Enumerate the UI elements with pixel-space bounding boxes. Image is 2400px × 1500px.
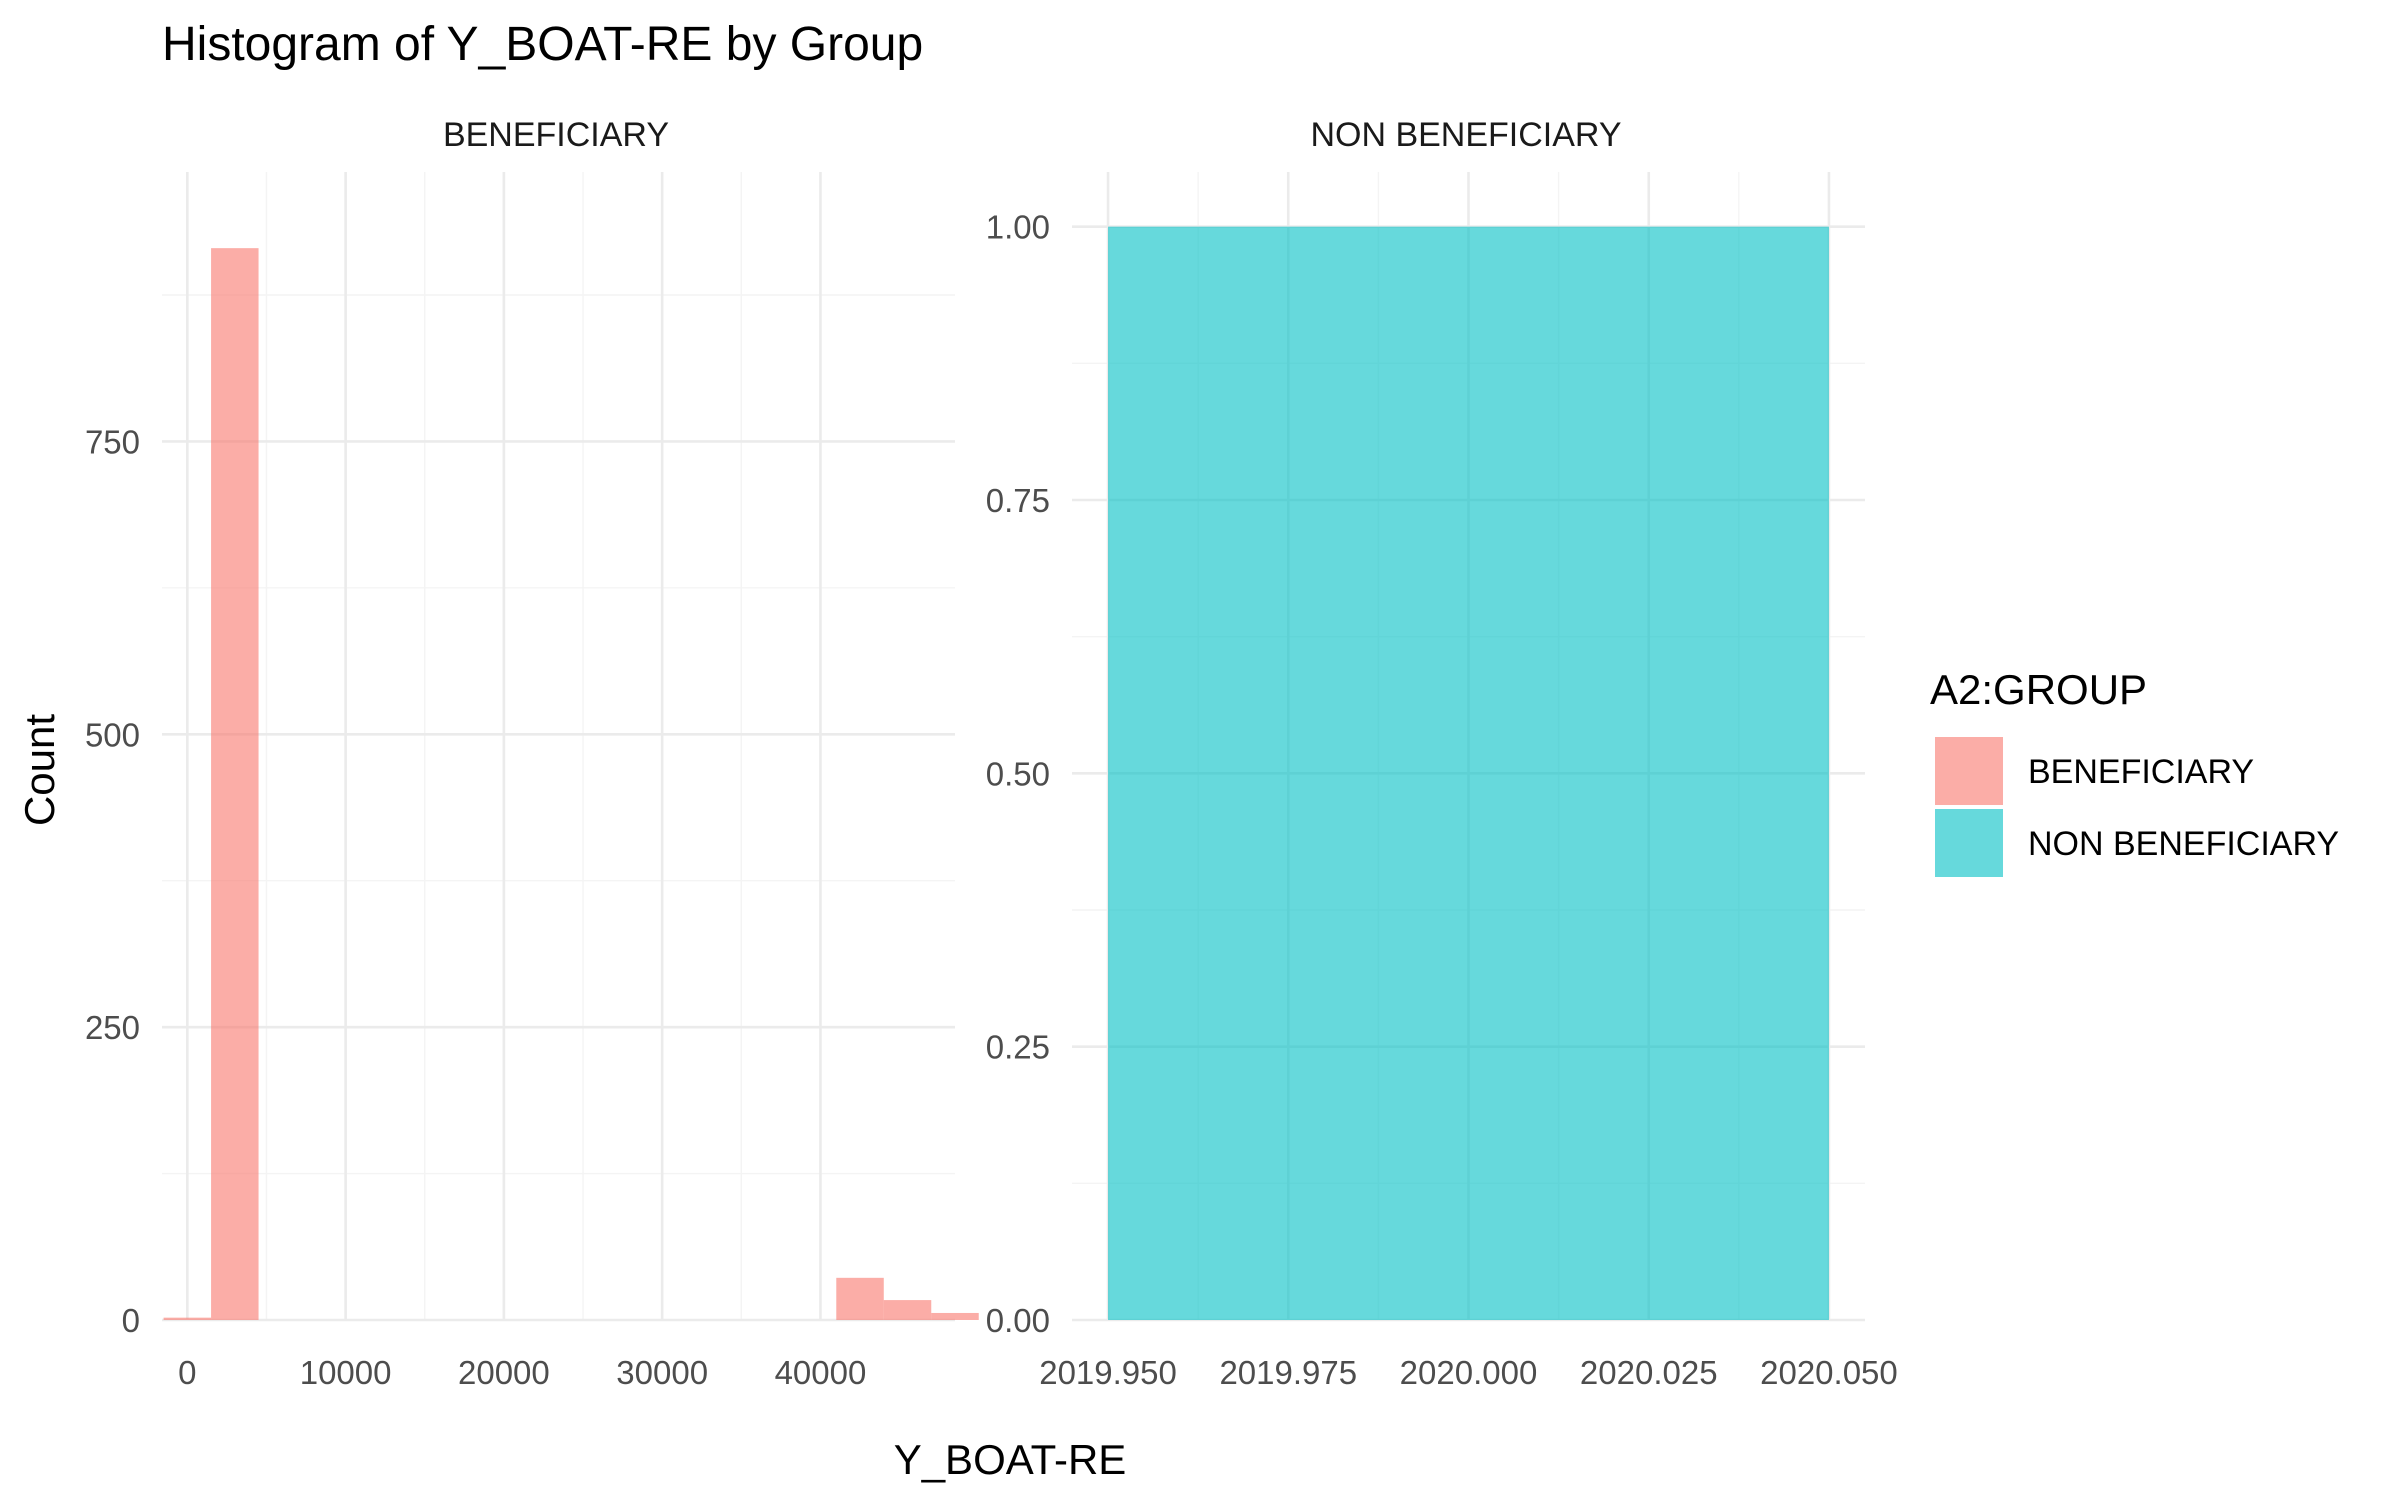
- facet-beneficiary-bars: [163, 248, 979, 1321]
- facet-non-beneficiary-x-tick-labels: 2019.950 2019.975 2020.000 2020.025 2020.050: [1039, 1354, 1898, 1391]
- histogram-bar-beneficiary: [211, 248, 259, 1321]
- facet-strip-label-beneficiary: BENEFICIARY: [443, 116, 669, 154]
- facet-non-beneficiary-bars: [1108, 226, 1829, 1321]
- x-tick-label: 20000: [458, 1354, 550, 1391]
- histogram-bar-beneficiary: [883, 1300, 932, 1320]
- y-tick-label: 0: [122, 1302, 140, 1339]
- histogram-bar-non-beneficiary: [1108, 226, 1829, 1321]
- x-tick-label: 2019.950: [1039, 1354, 1177, 1391]
- y-tick-label: 1.00: [986, 209, 1050, 246]
- x-tick-label: 30000: [616, 1354, 708, 1391]
- facet-panel-beneficiary: 0 10000 20000 30000 40000 0 250 500 750 BENEFIC…: [85, 116, 979, 1391]
- y-tick-label: 750: [85, 423, 140, 460]
- x-tick-label: 0: [178, 1354, 196, 1391]
- x-tick-label: 2020.025: [1580, 1354, 1718, 1391]
- facet-beneficiary-x-tick-labels: 0 10000 20000 30000 40000: [178, 1354, 866, 1391]
- x-tick-label: 40000: [775, 1354, 867, 1391]
- legend: A2:GROUP BENEFICIARY NON BENEFICIARY: [1930, 666, 2339, 877]
- legend-label-beneficiary: BENEFICIARY: [2028, 753, 2254, 791]
- x-tick-label: 10000: [300, 1354, 392, 1391]
- facet-strip-label-non-beneficiary: NON BENEFICIARY: [1310, 116, 1621, 154]
- legend-swatch-non-beneficiary: [1935, 809, 2003, 877]
- chart-title: Histogram of Y_BOAT-RE by Group: [162, 18, 923, 71]
- facet-beneficiary-gridlines: [162, 172, 955, 1322]
- facet-non-beneficiary-y-tick-labels: 0.00 0.25 0.50 0.75 1.00: [986, 209, 1050, 1339]
- facet-beneficiary-y-tick-labels: 0 250 500 750: [85, 423, 140, 1339]
- legend-label-non-beneficiary: NON BENEFICIARY: [2028, 825, 2339, 863]
- x-tick-label: 2020.000: [1400, 1354, 1538, 1391]
- x-tick-label: 2019.975: [1219, 1354, 1357, 1391]
- histogram-bar-beneficiary: [836, 1277, 884, 1320]
- y-tick-label: 250: [85, 1009, 140, 1046]
- y-tick-label: 0.75: [986, 482, 1050, 519]
- x-axis-title: Y_BOAT-RE: [894, 1436, 1127, 1483]
- legend-swatch-beneficiary: [1935, 737, 2003, 805]
- y-tick-label: 0.00: [986, 1302, 1050, 1339]
- y-tick-label: 0.50: [986, 755, 1050, 792]
- y-tick-label: 500: [85, 716, 140, 753]
- legend-title: A2:GROUP: [1930, 666, 2147, 713]
- facet-panel-non-beneficiary: 2019.950 2019.975 2020.000 2020.025 2020.050…: [986, 116, 1898, 1391]
- x-tick-label: 2020.050: [1760, 1354, 1898, 1391]
- y-axis-title: Count: [16, 714, 63, 826]
- y-tick-label: 0.25: [986, 1029, 1050, 1066]
- histogram-bar-beneficiary: [931, 1312, 979, 1320]
- histogram-bar-beneficiary: [163, 1317, 212, 1320]
